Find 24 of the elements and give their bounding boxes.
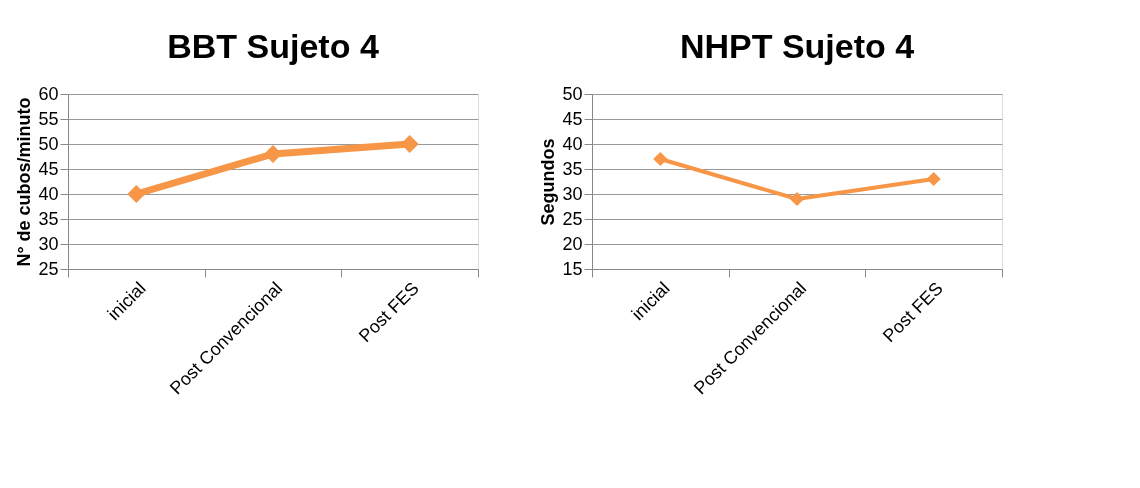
y-tick-label: 40 [38, 183, 59, 204]
y-tick-label: 45 [38, 158, 59, 179]
y-tick-label: 20 [562, 233, 583, 254]
y-tick-label: 35 [38, 208, 59, 229]
y-tick-label: 45 [562, 108, 583, 129]
chart-title: BBT Sujeto 4 [167, 27, 379, 65]
y-tick-label: 40 [562, 133, 583, 154]
y-tick-label: 60 [38, 83, 59, 104]
point [926, 171, 941, 187]
y-tick-label: 25 [38, 258, 59, 279]
y-tick-label: 50 [562, 83, 583, 104]
y-tick-label: 35 [562, 158, 583, 179]
y-tick-label: 30 [562, 183, 583, 204]
point [789, 191, 805, 207]
point [653, 151, 668, 167]
chart-title: NHPT Sujeto 4 [679, 27, 915, 65]
y-axis-title: Segundos [538, 138, 559, 226]
y-tick-label: 15 [562, 258, 583, 279]
point [127, 185, 146, 203]
y-tick-label: 55 [38, 108, 59, 129]
y-axis-title: N° de cubos/minuto [14, 97, 35, 267]
y-tick-label: 25 [562, 208, 583, 229]
y-tick-label: 30 [38, 233, 59, 254]
y-tick-label: 50 [38, 133, 59, 154]
